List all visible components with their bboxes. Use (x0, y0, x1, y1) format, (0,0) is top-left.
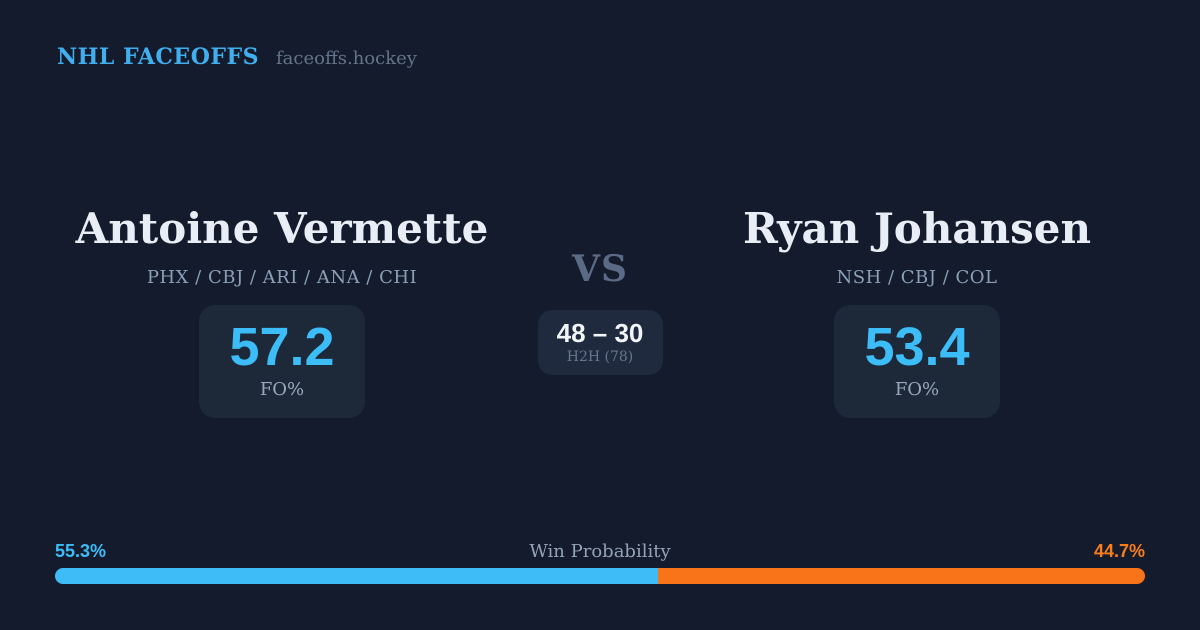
fo-value-right: 53.4 (864, 317, 970, 377)
matchup-column: VS 48 – 30 H2H (78) (500, 247, 700, 375)
brand-title: NHL FACEOFFS (57, 44, 259, 70)
win-probability-left-pct: 55.3% (55, 541, 107, 561)
player-column-left: Antoine Vermette PHX / CBJ / ARI / ANA /… (62, 205, 502, 418)
header: NHL FACEOFFS faceoffs.hockey (57, 44, 417, 70)
player-teams-left: PHX / CBJ / ARI / ANA / CHI (146, 267, 418, 288)
win-probability-title: Win Probability (529, 541, 671, 562)
win-bar-fill-right (657, 568, 1145, 584)
player-column-right: Ryan Johansen NSH / CBJ / COL 53.4 FO% (697, 205, 1137, 418)
fo-stat-card-left: 57.2 FO% (199, 305, 365, 418)
win-bar-fill-left (55, 568, 658, 584)
player-name-right: Ryan Johansen (742, 204, 1092, 253)
brand-domain: faceoffs.hockey (276, 48, 417, 69)
player-teams-right: NSH / CBJ / COL (836, 267, 998, 288)
h2h-label: H2H (78) (566, 349, 634, 365)
h2h-score: 48 – 30 (556, 318, 644, 348)
player-name-left: Antoine Vermette (75, 204, 489, 253)
h2h-card: 48 – 30 H2H (78) (537, 310, 663, 375)
win-probability-labels: 55.3% Win Probability 44.7% (55, 541, 1145, 563)
fo-stat-card-right: 53.4 FO% (834, 305, 1000, 418)
vs-label: VS (572, 248, 628, 290)
fo-label-right: FO% (894, 379, 940, 400)
fo-value-left: 57.2 (229, 317, 335, 377)
win-probability-right-pct: 44.7% (1093, 541, 1145, 561)
fo-label-left: FO% (259, 379, 305, 400)
win-probability-bar (55, 568, 1145, 584)
